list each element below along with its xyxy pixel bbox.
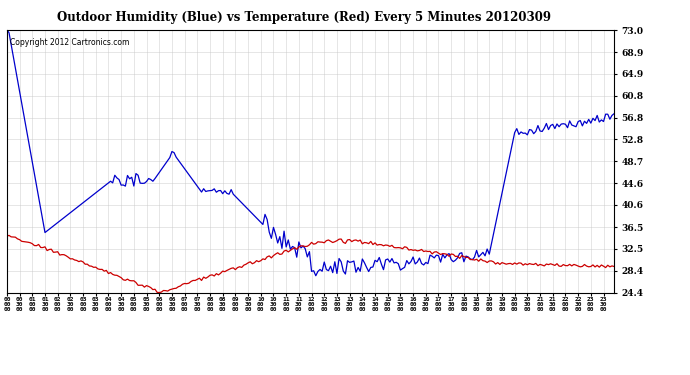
Text: Copyright 2012 Cartronics.com: Copyright 2012 Cartronics.com xyxy=(10,38,129,47)
Text: Outdoor Humidity (Blue) vs Temperature (Red) Every 5 Minutes 20120309: Outdoor Humidity (Blue) vs Temperature (… xyxy=(57,11,551,24)
